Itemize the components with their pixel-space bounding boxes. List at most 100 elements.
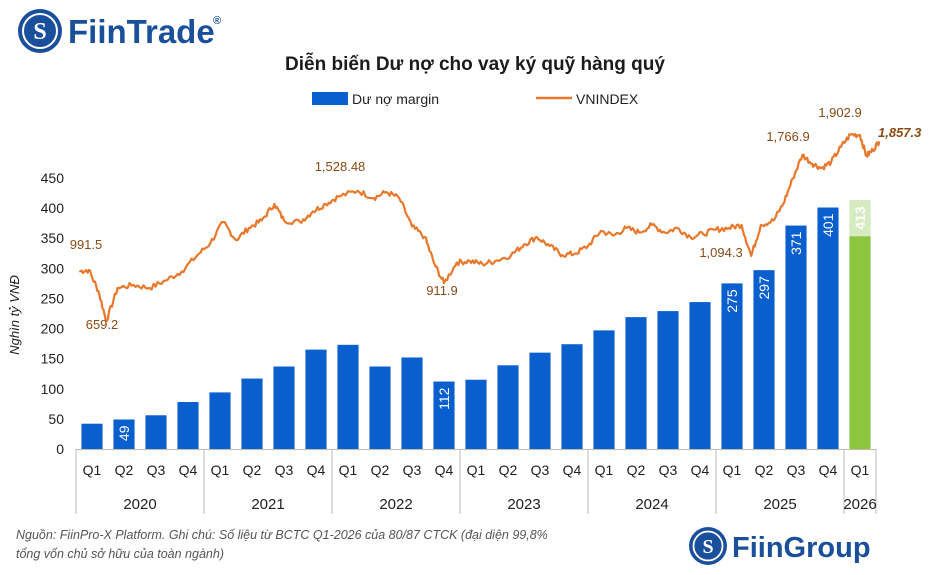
- bar-data-label: 275: [724, 289, 740, 313]
- logo-ring-footer: [692, 530, 724, 562]
- y-tick-label: 100: [41, 381, 65, 397]
- bar-data-label: 112: [436, 387, 452, 410]
- y-tick-label: 150: [41, 351, 65, 367]
- year-label: 2021: [251, 496, 284, 513]
- bar-labels: 49 112 275 297 371 401 413: [116, 206, 868, 441]
- x-tick-label: Q3: [787, 462, 806, 478]
- x-tick-label: Q2: [371, 462, 390, 478]
- vnindex-annotation: 991.5: [70, 237, 103, 252]
- vnindex-line: [79, 132, 881, 323]
- legend: Dư nợ margin VNINDEX: [312, 91, 639, 107]
- bar: [113, 419, 135, 449]
- x-tick-label: Q4: [307, 462, 326, 478]
- x-tick-label: Q1: [339, 462, 358, 478]
- vnindex-annotation: 659.2: [86, 317, 119, 332]
- x-tick-label: Q4: [691, 462, 710, 478]
- fiin-s-logo-icon: [18, 9, 62, 53]
- vnindex-annotation: 1,528.48: [315, 159, 366, 174]
- x-tick-label: Q4: [435, 462, 454, 478]
- x-tick-label: Q4: [563, 462, 582, 478]
- x-tick-label: Q2: [499, 462, 518, 478]
- registered-mark: ®: [213, 15, 221, 27]
- year-label: 2020: [123, 496, 156, 513]
- y-tick-label: 300: [41, 260, 65, 276]
- x-tick-label: Q1: [83, 462, 102, 478]
- vnindex-annotation: 1,766.9: [766, 129, 809, 144]
- bar: [721, 283, 743, 449]
- y-tick-label: 400: [41, 200, 65, 216]
- y-tick-label: 200: [41, 321, 65, 337]
- x-tick-label: Q1: [723, 462, 742, 478]
- vnindex-annotation: 1,902.9: [818, 105, 861, 120]
- x-tick-label: Q3: [403, 462, 422, 478]
- x-tick-label: Q3: [659, 462, 678, 478]
- x-tick-label: Q4: [819, 462, 838, 478]
- bar: [753, 270, 775, 449]
- vnindex-annotation: 911.9: [426, 283, 458, 298]
- year-label: 2025: [763, 496, 796, 513]
- y-tick-label: 450: [41, 170, 65, 186]
- brand-fiingroup: FiinGroup: [732, 532, 871, 564]
- bar-data-label: 401: [820, 213, 836, 237]
- bar: [465, 379, 487, 449]
- year-label: 2026: [843, 496, 876, 513]
- brand-footer: S FiinGroup: [689, 527, 871, 565]
- bar: [689, 302, 711, 449]
- x-tick-label: Q1: [595, 462, 614, 478]
- legend-line-label: VNINDEX: [576, 91, 639, 107]
- y-tick-label: 250: [41, 290, 65, 306]
- legend-bar-swatch: [312, 92, 348, 105]
- chart-title: Diễn biến Dư nợ cho vay ký quỹ hàng quý: [285, 53, 665, 75]
- y-axis-label: Nghìn tỷ VNĐ: [7, 275, 22, 355]
- x-axis: Q1 Q2 Q3 Q4 Q1 Q2 Q3 Q4 Q1 Q2 Q3 Q4 Q1 Q2 Q3 Q4 Q1 Q2 Q3 Q4…: [75, 449, 877, 514]
- source-footnote: Nguồn: FiinPro-X Platform. Ghi chú: Số l…: [16, 526, 656, 564]
- bar-data-label: 413: [852, 206, 868, 230]
- bar: [273, 366, 295, 449]
- year-label: 2022: [379, 496, 412, 513]
- bar: [241, 378, 263, 449]
- bar-data-label: 371: [788, 231, 804, 255]
- bar-data-label: 49: [116, 425, 132, 441]
- bar: [785, 225, 807, 449]
- fiin-s-logo-icon-footer: [689, 527, 727, 565]
- x-tick-label: Q1: [467, 462, 486, 478]
- bar: [593, 330, 615, 449]
- y-tick-label: 50: [48, 411, 64, 427]
- brand-fiintrade: FiinTrade: [68, 13, 215, 50]
- x-tick-label: Q2: [755, 462, 774, 478]
- bar: [433, 381, 455, 449]
- logo-glyph-footer: S: [702, 536, 713, 558]
- bar: [177, 402, 199, 449]
- x-tick-label: Q3: [275, 462, 294, 478]
- bar: [305, 349, 327, 449]
- bar: [561, 344, 583, 449]
- bar-highlight: [849, 200, 871, 449]
- x-tick-label: Q2: [627, 462, 646, 478]
- year-label: 2024: [635, 496, 668, 513]
- legend-bar-label: Dư nợ margin: [352, 91, 439, 107]
- bar: [337, 344, 359, 449]
- bar: [369, 366, 391, 449]
- vnindex-annotation: 1,094.3: [699, 245, 742, 260]
- year-label: 2023: [507, 496, 540, 513]
- x-tick-label: Q3: [531, 462, 550, 478]
- footnote-line-2: tổng vốn chủ sở hữu của toàn ngành): [16, 547, 224, 561]
- x-tick-label: Q1: [211, 462, 230, 478]
- bar-series: [81, 200, 871, 449]
- brand-header: S FiinTrade ®: [18, 9, 221, 53]
- x-tick-label: Q4: [179, 462, 198, 478]
- x-tick-label: Q2: [115, 462, 134, 478]
- bar: [817, 207, 839, 449]
- bar-data-label: 297: [756, 276, 772, 300]
- vnindex-annotation: 1,857.3: [878, 125, 922, 140]
- bar: [529, 352, 551, 449]
- x-tick-label: Q3: [147, 462, 166, 478]
- bar-highlight-cap: [849, 200, 871, 237]
- bar: [209, 392, 231, 449]
- x-tick-label: Q1: [851, 462, 870, 478]
- bar: [81, 423, 103, 449]
- vnindex-annotations: 991.5 659.2 1,528.48 911.9 1,094.3 1,766.9 1,9…: [70, 105, 922, 332]
- y-axis: 0 50 100 150 200 250 300 350 400 450: [41, 170, 65, 457]
- bar: [625, 317, 647, 449]
